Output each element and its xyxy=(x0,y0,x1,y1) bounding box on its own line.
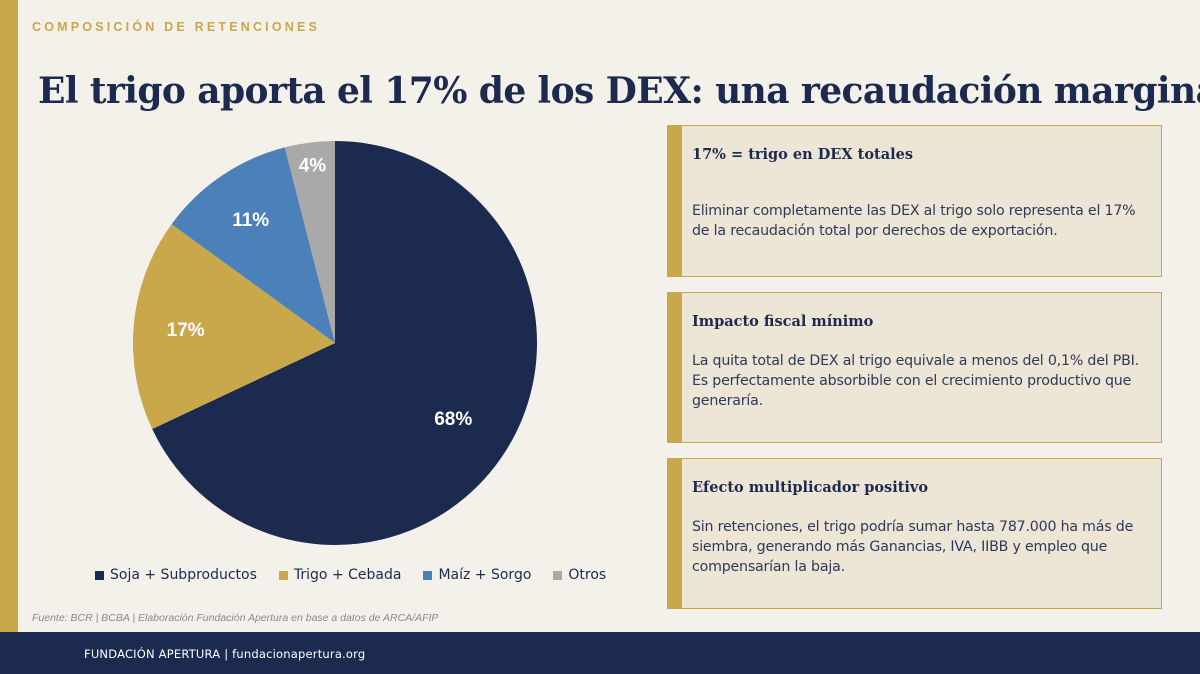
slice-label-maiz: 11% xyxy=(232,210,269,231)
source-note: Fuente: BCR | BCBA | Elaboración Fundaci… xyxy=(32,612,439,624)
slice-label-trigo: 17% xyxy=(167,320,205,341)
pie-slice-trigo xyxy=(133,224,335,430)
card-stripe xyxy=(668,293,682,442)
legend-label: Soja + Subproductos xyxy=(110,567,257,583)
legend-item-maiz: Maíz + Sorgo xyxy=(423,567,531,583)
legend-item-soja: Soja + Subproductos xyxy=(95,567,257,583)
info-card-share: 17% = trigo en DEX totales Eliminar comp… xyxy=(667,125,1162,277)
legend-item-trigo: Trigo + Cebada xyxy=(278,567,402,583)
card-title: 17% = trigo en DEX totales xyxy=(692,146,914,163)
card-stripe xyxy=(668,459,682,608)
legend-label: Maíz + Sorgo xyxy=(438,567,532,583)
slice-label-soja: 68% xyxy=(434,409,472,430)
footer-bar: FUNDACIÓN APERTURA | fundacionapertura.o… xyxy=(0,632,1200,674)
section-kicker: COMPOSICIÓN DE RETENCIONES xyxy=(32,20,321,34)
legend-item-otros: Otros xyxy=(553,567,606,583)
legend-label: Otros xyxy=(568,567,607,583)
page-title: El trigo aporta el 17% de los DEX: una r… xyxy=(38,70,1200,112)
slice-label-otros: 4% xyxy=(299,155,327,176)
pie-chart: 68% 17% 11% 4% xyxy=(90,120,590,560)
pie-slice-maiz xyxy=(171,147,335,343)
chart-legend: Soja + Subproductos Trigo + Cebada Maíz … xyxy=(95,567,606,583)
card-title: Impacto fiscal mínimo xyxy=(692,313,874,330)
info-card-fiscal: Impacto fiscal mínimo La quita total de … xyxy=(667,292,1162,443)
pie-chart-svg: 68% 17% 11% 4% xyxy=(133,141,538,545)
legend-swatch xyxy=(278,570,288,580)
card-stripe xyxy=(668,126,682,276)
pie-slice-otros xyxy=(284,141,335,343)
legend-swatch xyxy=(553,570,563,580)
info-card-multiplier: Efecto multiplicador positivo Sin retenc… xyxy=(667,458,1162,609)
card-body: Eliminar completamente las DEX al trigo … xyxy=(692,203,1136,239)
card-title: Efecto multiplicador positivo xyxy=(692,479,929,496)
footer-text: FUNDACIÓN APERTURA | fundacionapertura.o… xyxy=(84,647,366,661)
accent-bar xyxy=(0,0,18,632)
pie-slice-soja xyxy=(152,141,538,545)
legend-swatch xyxy=(95,570,104,580)
card-body: La quita total de DEX al trigo equivale … xyxy=(692,353,1139,409)
legend-label: Trigo + Cebada xyxy=(293,567,402,583)
card-body: Sin retenciones, el trigo podría sumar h… xyxy=(692,519,1134,575)
legend-swatch xyxy=(423,570,433,580)
